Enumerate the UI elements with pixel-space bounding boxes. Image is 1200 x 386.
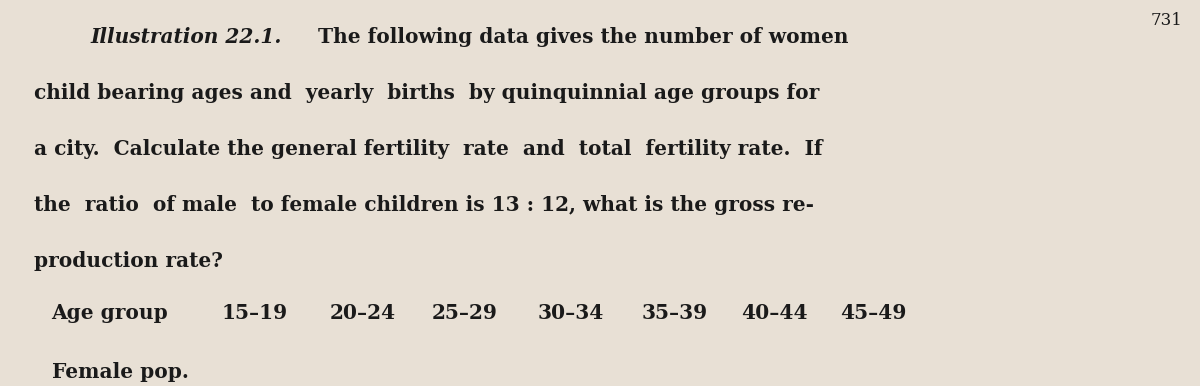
- Text: 20–24: 20–24: [330, 303, 396, 323]
- Text: the  ratio  of male  to female children is 13 : 12, what is the gross re-: the ratio of male to female children is …: [34, 195, 814, 215]
- Text: 731: 731: [1150, 12, 1182, 29]
- Text: Illustration 22.1.: Illustration 22.1.: [90, 27, 281, 47]
- Text: a city.  Calculate the general fertility  rate  and  total  fertility rate.  If: a city. Calculate the general fertility …: [34, 139, 822, 159]
- Text: 35–39: 35–39: [642, 303, 708, 323]
- Text: 45–49: 45–49: [840, 303, 906, 323]
- Text: child bearing ages and  yearly  births  by quinquinnial age groups for: child bearing ages and yearly births by …: [34, 83, 818, 103]
- Text: 25–29: 25–29: [432, 303, 498, 323]
- Text: 30–34: 30–34: [538, 303, 604, 323]
- Text: 15–19: 15–19: [222, 303, 288, 323]
- Text: Female pop.: Female pop.: [52, 362, 188, 382]
- Text: 40–44: 40–44: [742, 303, 809, 323]
- Text: The following data gives the number of women: The following data gives the number of w…: [304, 27, 848, 47]
- Text: Age group: Age group: [52, 303, 168, 323]
- Text: production rate?: production rate?: [34, 251, 222, 271]
